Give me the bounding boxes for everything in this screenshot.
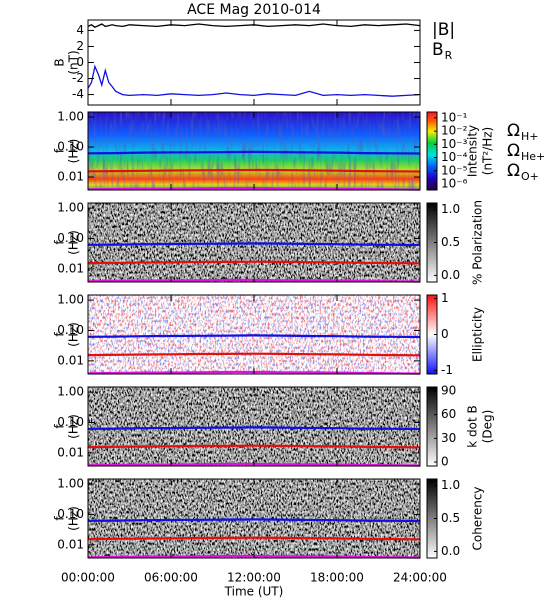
colorbar-tick-label: 10⁻⁵ xyxy=(441,163,468,177)
y-axis-label: B xyxy=(53,58,67,66)
y-axis-unit: (Hz) xyxy=(67,139,81,164)
y-tick-label: -4 xyxy=(72,87,84,101)
y-tick-label: 2 xyxy=(76,39,84,53)
y-tick-label: 0.01 xyxy=(57,261,84,275)
series-line xyxy=(87,150,421,155)
colorbar-label: Intensity xyxy=(466,125,480,177)
x-tick-label: 00:00:00 xyxy=(61,571,115,585)
y-axis-label: f xyxy=(53,424,67,429)
colorbar-label: Coherency xyxy=(471,486,485,550)
y-axis-unit: (Hz) xyxy=(67,322,81,347)
chart-title: ACE Mag 2010-014 xyxy=(187,2,321,18)
colorbar-tick-label: 10⁻² xyxy=(441,124,468,138)
series-line xyxy=(87,536,421,541)
series-line xyxy=(87,242,421,247)
y-tick-label: 0.01 xyxy=(57,445,84,459)
colorbar xyxy=(426,386,438,467)
y-tick-label: 0.10 xyxy=(57,140,84,154)
series-line xyxy=(87,260,421,265)
y-tick-label: 1.00 xyxy=(57,477,84,491)
y-tick-label: 0.10 xyxy=(57,231,84,245)
colorbar-label: Ellipticity xyxy=(471,307,485,362)
series-line xyxy=(87,426,421,431)
legend-label: Ω xyxy=(507,121,520,141)
y-tick-label: 1.00 xyxy=(57,293,84,307)
colorbar-label: k dot B xyxy=(466,405,480,447)
y-tick-label: 0.01 xyxy=(57,353,84,367)
y-axis-label: f xyxy=(53,148,67,153)
y-tick-label: 0.10 xyxy=(57,323,84,337)
legend-subscript: H+ xyxy=(521,130,539,143)
colorbar-tick-label: 0 xyxy=(441,455,449,469)
colorbar xyxy=(426,111,438,191)
y-axis-unit: (Hz) xyxy=(67,414,81,439)
series-line xyxy=(87,352,421,357)
y-tick-label: 0 xyxy=(76,55,84,69)
series-line xyxy=(87,518,421,523)
colorbar-tick-label: 0.0 xyxy=(441,544,460,558)
x-tick-label: 24:00:00 xyxy=(393,571,447,585)
x-axis-label: Time (UT) xyxy=(224,585,284,599)
colorbar-label: % Polarization xyxy=(471,200,485,285)
colorbar-tick-label: 90 xyxy=(441,383,456,397)
colorbar-unit: (nT²/Hz) xyxy=(481,127,495,175)
y-tick-label: 1.00 xyxy=(57,110,84,124)
series-line xyxy=(87,64,421,97)
colorbar-tick-label: 10⁻⁶ xyxy=(441,176,468,190)
y-tick-label: 0.10 xyxy=(57,415,84,429)
legend-subscript: He+ xyxy=(521,150,545,163)
colorbar-tick-label: 30 xyxy=(441,431,456,445)
colorbar-unit: (Deg) xyxy=(481,410,495,444)
legend-label: B xyxy=(432,40,444,60)
legend-label: Ω xyxy=(507,141,520,161)
legend-subscript: R xyxy=(445,49,453,62)
series-line xyxy=(87,23,421,28)
colorbar-tick-label: 0 xyxy=(441,327,449,341)
colorbar-tick-label: -1 xyxy=(441,363,453,377)
x-tick-label: 06:00:00 xyxy=(144,571,198,585)
colorbar-tick-label: 0.0 xyxy=(441,268,460,282)
y-tick-label: 0.01 xyxy=(57,537,84,551)
y-axis-label: f xyxy=(53,240,67,245)
y-tick-label: 1.00 xyxy=(57,385,84,399)
colorbar-tick-label: 0.5 xyxy=(441,511,460,525)
series-line xyxy=(87,334,421,339)
y-axis-label: f xyxy=(53,332,67,337)
colorbar-tick-label: 1.0 xyxy=(441,478,460,492)
y-axis-label: f xyxy=(53,516,67,521)
colorbar-tick-label: 1.0 xyxy=(441,202,460,216)
y-tick-label: 1.00 xyxy=(57,201,84,215)
y-axis-unit: (Hz) xyxy=(67,230,81,255)
y-tick-label: 0.10 xyxy=(57,507,84,521)
colorbar-tick-label: 0.5 xyxy=(441,235,460,249)
y-axis-unit: (Hz) xyxy=(67,506,81,531)
colorbar-tick-label: 60 xyxy=(441,407,456,421)
y-tick-label: 0.01 xyxy=(57,170,84,184)
y-axis-unit: (nT) xyxy=(67,50,81,74)
legend-subscript: O+ xyxy=(521,170,539,183)
legend-label: Ω xyxy=(507,161,520,181)
colorbar-tick-label: 10⁻¹ xyxy=(441,110,468,124)
colorbar-tick-label: 1 xyxy=(441,291,449,305)
colorbar-tick-label: 10⁻³ xyxy=(441,137,468,151)
plot-frame xyxy=(87,19,421,106)
y-tick-label: 4 xyxy=(76,23,84,37)
x-tick-label: 18:00:00 xyxy=(310,571,364,585)
y-tick-label: -2 xyxy=(72,71,84,85)
colorbar-tick-label: 10⁻⁴ xyxy=(441,150,468,164)
x-tick-label: 12:00:00 xyxy=(227,571,281,585)
series-line xyxy=(87,444,421,449)
legend-label: |B| xyxy=(432,20,455,40)
series-line xyxy=(87,168,421,173)
